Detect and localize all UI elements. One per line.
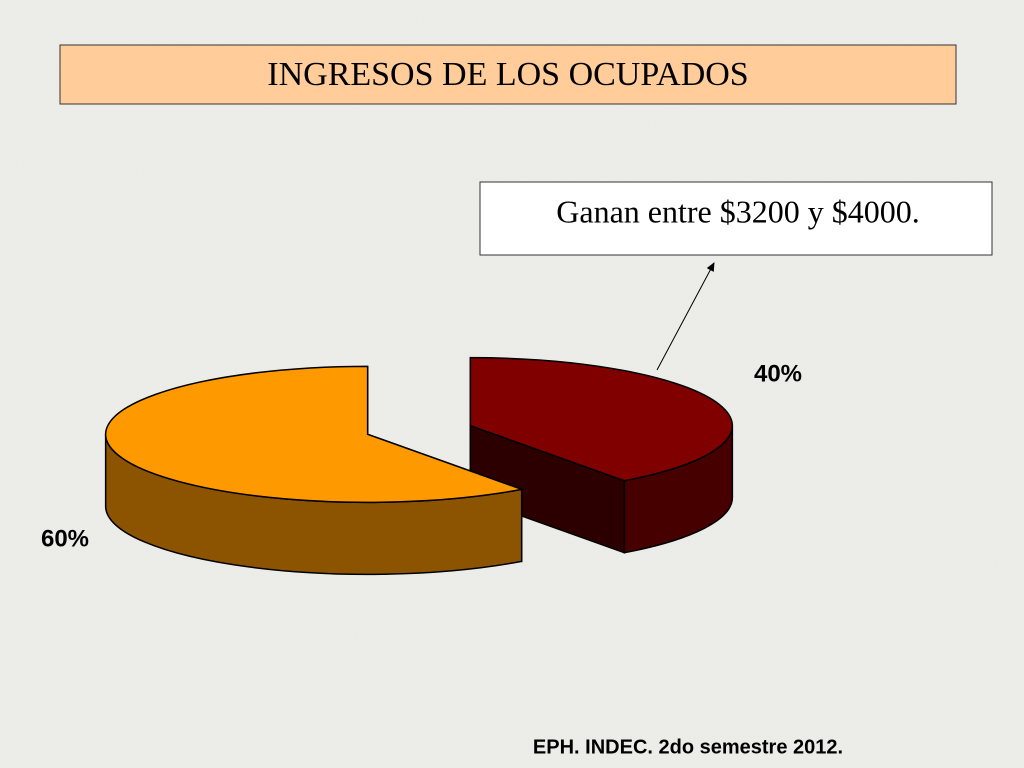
data-label: 40% [754,360,802,387]
data-label: 60% [41,525,89,552]
slice [104,365,525,504]
annotation: Ganan entre $3200 y $4000. [556,193,919,229]
slice [469,356,734,482]
annotation-box [479,181,993,256]
title-box [59,44,957,105]
chart-title: INGRESOS DE LOS OCUPADOS [267,56,748,93]
leader-line [656,262,715,371]
pie: 40% 60% [41,356,802,576]
source: EPH. INDEC. 2do semestre 2012. [533,736,843,758]
